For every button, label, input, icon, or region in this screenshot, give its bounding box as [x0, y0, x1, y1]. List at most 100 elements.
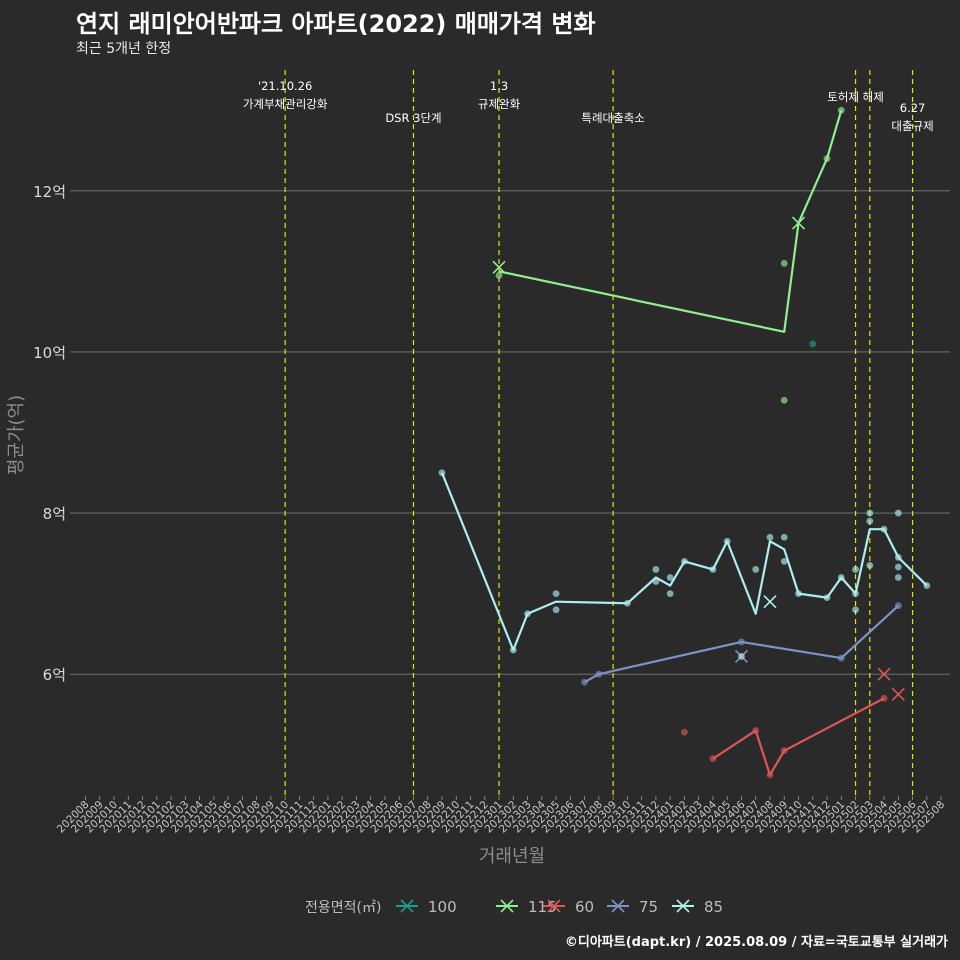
data-point	[623, 599, 631, 607]
legend-title: 전용면적(㎡)	[305, 900, 381, 916]
data-point	[852, 606, 859, 614]
data-point	[894, 602, 902, 610]
data-point	[738, 653, 745, 660]
event-label: 1.3	[490, 79, 508, 93]
x-axis-title: 거래년월	[479, 846, 545, 867]
data-point	[837, 654, 845, 662]
data-point	[823, 155, 831, 163]
latest-marker-stroke	[492, 260, 506, 274]
data-point	[681, 557, 688, 565]
data-point	[809, 340, 817, 348]
data-point	[894, 509, 902, 517]
data-point	[438, 469, 446, 477]
data-point	[652, 578, 660, 585]
series-60	[681, 667, 905, 779]
y-tick-label: 10억	[33, 344, 66, 362]
data-point	[866, 509, 874, 517]
latest-marker-stroke	[763, 595, 777, 609]
data-point	[752, 727, 760, 734]
data-point	[766, 533, 774, 541]
data-point	[723, 537, 731, 545]
data-point	[666, 574, 674, 581]
latest-marker-stroke	[877, 667, 891, 681]
chart-subtitle: 최근 5개년 한정	[76, 41, 172, 57]
legend-label: 85	[704, 898, 723, 916]
data-point	[780, 747, 788, 755]
series-layer	[438, 106, 931, 779]
data-point	[852, 590, 859, 598]
data-point	[652, 566, 660, 573]
event-label: 대출규제	[891, 119, 933, 133]
series-line-60	[712, 697, 885, 776]
latest-marker	[763, 595, 777, 609]
y-axis-title: 평균가(억)	[6, 395, 27, 475]
event-label: 특례대출축소	[581, 111, 644, 125]
legend-label: 60	[575, 898, 594, 916]
event-label: 가계부채관리강화	[243, 97, 328, 111]
legend-item-75: 75	[607, 898, 658, 916]
data-point	[552, 606, 560, 614]
data-point	[823, 594, 831, 602]
data-point	[837, 574, 845, 581]
latest-marker	[791, 216, 806, 230]
data-point	[595, 670, 603, 678]
data-point	[880, 525, 888, 533]
legend-label: 100	[428, 898, 457, 916]
data-point	[795, 590, 802, 598]
data-point	[681, 728, 688, 736]
data-point	[894, 574, 902, 581]
data-point	[766, 771, 774, 779]
data-point	[780, 533, 788, 541]
latest-marker	[891, 687, 905, 701]
data-point	[780, 259, 788, 267]
latest-marker	[877, 667, 891, 681]
latest-marker-stroke	[891, 687, 905, 701]
grid-layer	[70, 190, 950, 675]
data-point	[752, 566, 760, 573]
legend-item-60: 60	[543, 898, 594, 916]
data-point	[581, 678, 588, 686]
event-label: 규제완화	[478, 97, 521, 111]
series-115	[492, 106, 845, 404]
legend-key-cross	[676, 899, 690, 913]
series-75	[581, 602, 902, 686]
legend-label: 75	[639, 898, 658, 916]
data-point	[495, 272, 503, 279]
series-line-85	[440, 472, 928, 652]
legend-item-100: 100	[396, 898, 457, 916]
y-tick-label: 8억	[43, 505, 66, 523]
data-point	[894, 553, 902, 561]
chart-title: 연지 래미안어반파크 아파트(2022) 매매가격 변화	[76, 10, 596, 38]
series-85	[438, 469, 931, 660]
data-point	[852, 566, 859, 573]
data-point	[923, 582, 931, 589]
event-label: '21.10.26	[258, 79, 312, 93]
event-label: DSR 3단계	[385, 111, 441, 125]
data-point	[837, 106, 845, 114]
data-point	[552, 590, 560, 598]
data-point	[866, 562, 874, 569]
event-label: 토허제 해제	[827, 90, 884, 104]
latest-marker	[492, 260, 506, 274]
data-point	[738, 638, 745, 646]
latest-marker-stroke	[791, 216, 806, 230]
data-point	[880, 694, 888, 702]
legend-key-cross	[500, 899, 514, 913]
legend-key-cross	[400, 899, 414, 913]
data-point	[709, 566, 717, 573]
data-point	[866, 517, 874, 525]
data-point	[780, 396, 788, 404]
series-100	[809, 340, 817, 348]
y-tick-label: 12억	[33, 183, 66, 201]
data-point	[524, 610, 531, 618]
data-point	[509, 646, 517, 654]
data-point	[894, 563, 902, 571]
data-point	[780, 557, 788, 565]
legend-item-85: 85	[672, 898, 723, 916]
data-point	[709, 755, 717, 763]
source-caption: ©디아파트(dapt.kr) / 2025.08.09 / 자료=국토교통부 실…	[564, 935, 948, 950]
y-tick-label: 6억	[43, 666, 66, 684]
legend-key-cross	[547, 899, 561, 913]
